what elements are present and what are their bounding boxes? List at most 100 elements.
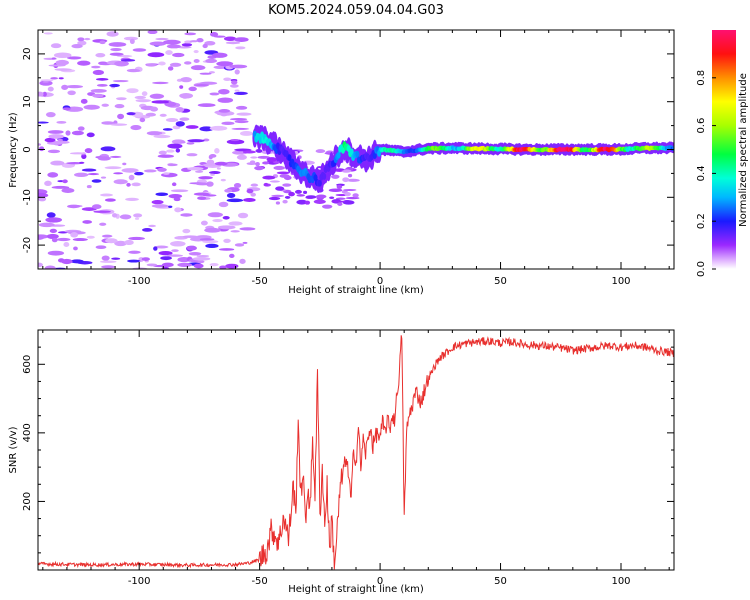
noise-speckle xyxy=(111,257,121,260)
noise-speckle xyxy=(196,38,204,43)
noise-speckle xyxy=(269,180,280,183)
noise-speckles xyxy=(38,30,360,269)
noise-speckle xyxy=(114,103,125,109)
noise-speckle xyxy=(147,30,158,35)
noise-speckle xyxy=(212,52,228,58)
noise-speckle xyxy=(223,36,237,42)
noise-speckle xyxy=(186,142,195,145)
noise-speckle xyxy=(214,161,228,166)
noise-speckle xyxy=(120,59,136,62)
noise-speckle xyxy=(108,42,127,47)
noise-speckle xyxy=(341,169,352,173)
noise-speckle xyxy=(166,254,183,257)
noise-speckle xyxy=(216,61,234,67)
noise-speckle xyxy=(169,62,182,67)
noise-speckle xyxy=(257,155,270,159)
noise-speckle xyxy=(329,196,335,199)
noise-speckle xyxy=(38,91,44,97)
x-tick-label: 0 xyxy=(377,576,383,587)
noise-speckle xyxy=(175,148,181,153)
noise-speckle xyxy=(210,173,215,176)
noise-speckle xyxy=(119,214,132,220)
noise-speckle xyxy=(128,236,145,241)
noise-speckle xyxy=(157,167,167,172)
noise-speckle xyxy=(116,55,133,58)
noise-speckle xyxy=(148,224,156,228)
noise-speckle xyxy=(151,200,164,205)
noise-speckle xyxy=(45,112,56,118)
noise-speckle xyxy=(168,193,183,199)
noise-speckle xyxy=(86,235,95,239)
ridge-core xyxy=(340,146,345,154)
noise-speckle xyxy=(56,237,71,242)
noise-speckle xyxy=(250,156,258,159)
spectrogram-y-ticks: -20 -10 0 10 20 xyxy=(22,29,674,270)
noise-speckle xyxy=(344,192,351,197)
noise-speckle xyxy=(126,88,139,94)
noise-speckle xyxy=(262,175,276,180)
noise-speckle xyxy=(337,202,343,206)
noise-speckle xyxy=(104,166,122,170)
noise-speckle xyxy=(345,196,360,200)
colorbar-label: Normalized spectral amplitude xyxy=(738,73,749,227)
noise-speckle xyxy=(51,57,56,60)
noise-speckle xyxy=(262,161,270,165)
noise-speckle xyxy=(167,143,183,149)
noise-speckle xyxy=(220,112,228,117)
noise-speckle xyxy=(192,257,211,261)
noise-speckle xyxy=(233,183,242,188)
colorbar-tick-label: 0.8 xyxy=(696,70,707,86)
noise-speckle xyxy=(234,37,249,43)
noise-speckle xyxy=(101,121,115,125)
noise-speckle xyxy=(124,239,134,246)
noise-speckle xyxy=(271,194,285,198)
noise-speckle xyxy=(209,263,219,267)
noise-speckle xyxy=(151,204,169,208)
noise-speckle xyxy=(217,97,234,103)
noise-speckle xyxy=(38,196,47,202)
noise-speckle xyxy=(166,149,175,153)
noise-speckle xyxy=(155,37,169,41)
ridge-core xyxy=(355,150,360,158)
noise-speckle xyxy=(149,41,167,46)
spectrogram-x-ticks: -100 -50 0 50 100 xyxy=(42,30,670,287)
noise-speckle xyxy=(179,93,194,99)
noise-speckle xyxy=(159,113,167,117)
noise-speckle xyxy=(160,256,172,261)
noise-speckle xyxy=(42,91,47,97)
noise-speckle xyxy=(130,125,142,131)
ridge-core xyxy=(258,136,263,144)
noise-speckle xyxy=(230,138,240,142)
noise-speckle xyxy=(230,230,240,233)
noise-speckle xyxy=(95,245,107,249)
x-tick-label: 100 xyxy=(611,576,630,587)
noise-speckle xyxy=(250,183,259,187)
noise-speckle xyxy=(173,197,181,202)
noise-speckle xyxy=(100,176,107,179)
noise-speckle xyxy=(284,195,291,199)
y-tick-label: 10 xyxy=(22,95,33,108)
noise-speckle xyxy=(95,53,106,58)
noise-speckle xyxy=(99,193,114,197)
noise-speckle xyxy=(158,250,173,256)
noise-speckle xyxy=(193,59,200,63)
noise-speckle xyxy=(99,40,106,45)
noise-speckle xyxy=(207,212,223,218)
noise-speckle xyxy=(100,146,116,152)
noise-speckle xyxy=(193,49,199,54)
noise-speckle xyxy=(342,200,355,205)
noise-speckle xyxy=(47,149,61,154)
noise-speckle xyxy=(200,220,208,226)
noise-speckle xyxy=(198,176,213,180)
noise-speckle xyxy=(275,186,285,191)
noise-speckle xyxy=(81,207,97,211)
noise-speckle xyxy=(235,105,248,110)
noise-speckle xyxy=(229,64,248,69)
noise-speckle xyxy=(195,182,210,186)
noise-speckle xyxy=(152,81,169,85)
noise-speckle xyxy=(158,150,167,155)
noise-speckle xyxy=(141,257,150,261)
noise-speckle xyxy=(47,250,65,256)
noise-speckle xyxy=(101,234,113,238)
noise-speckle xyxy=(153,246,158,251)
